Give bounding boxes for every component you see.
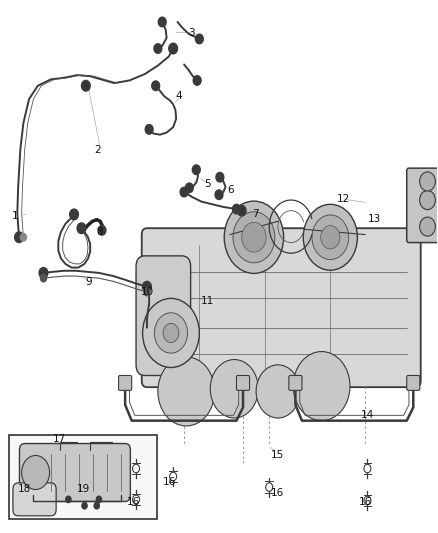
Circle shape — [154, 44, 162, 53]
Circle shape — [180, 187, 188, 197]
Text: 6: 6 — [228, 185, 234, 196]
FancyBboxPatch shape — [19, 443, 131, 502]
Circle shape — [77, 223, 86, 233]
Text: 9: 9 — [86, 278, 92, 287]
Text: 14: 14 — [361, 410, 374, 421]
Circle shape — [364, 496, 371, 505]
Text: 10: 10 — [141, 287, 154, 297]
Text: 15: 15 — [271, 450, 284, 460]
Circle shape — [81, 80, 90, 91]
FancyBboxPatch shape — [142, 228, 421, 387]
Circle shape — [239, 207, 245, 214]
Circle shape — [20, 233, 26, 241]
Circle shape — [70, 209, 78, 220]
Circle shape — [237, 205, 246, 216]
Circle shape — [193, 76, 201, 85]
Circle shape — [96, 496, 102, 503]
Circle shape — [94, 503, 99, 509]
Circle shape — [169, 43, 177, 54]
Circle shape — [224, 201, 284, 273]
Circle shape — [216, 172, 224, 182]
Text: 8: 8 — [96, 227, 102, 237]
Bar — [9, 435, 157, 519]
Text: 3: 3 — [188, 28, 195, 38]
Circle shape — [82, 503, 87, 509]
Circle shape — [154, 313, 187, 353]
Circle shape — [83, 82, 89, 90]
Circle shape — [143, 281, 151, 292]
FancyBboxPatch shape — [289, 375, 302, 390]
Circle shape — [144, 288, 150, 296]
Text: 16: 16 — [127, 497, 140, 507]
Circle shape — [364, 464, 371, 473]
Text: 2: 2 — [95, 144, 101, 155]
Circle shape — [158, 357, 215, 426]
FancyBboxPatch shape — [136, 256, 191, 375]
Circle shape — [242, 222, 266, 252]
Text: 17: 17 — [53, 434, 66, 445]
Circle shape — [195, 34, 203, 44]
Text: 7: 7 — [252, 209, 258, 220]
Text: 1: 1 — [12, 211, 18, 221]
FancyBboxPatch shape — [407, 168, 438, 243]
Circle shape — [312, 215, 349, 260]
Text: 12: 12 — [337, 194, 350, 204]
Circle shape — [143, 298, 199, 368]
Circle shape — [303, 204, 357, 270]
Circle shape — [210, 360, 258, 418]
Circle shape — [420, 172, 435, 191]
FancyBboxPatch shape — [407, 375, 420, 390]
Circle shape — [39, 268, 48, 278]
Circle shape — [21, 456, 49, 489]
FancyBboxPatch shape — [237, 375, 250, 390]
Text: 11: 11 — [201, 296, 214, 306]
Circle shape — [233, 212, 275, 263]
Circle shape — [215, 190, 223, 199]
Text: 13: 13 — [367, 214, 381, 224]
Text: 16: 16 — [163, 477, 177, 487]
Text: 5: 5 — [204, 179, 210, 189]
Circle shape — [256, 365, 300, 418]
Text: 18: 18 — [18, 484, 32, 494]
Circle shape — [185, 183, 193, 192]
Circle shape — [133, 495, 140, 504]
Circle shape — [133, 464, 140, 473]
Text: 16: 16 — [271, 489, 284, 498]
Circle shape — [170, 472, 177, 481]
Circle shape — [293, 352, 350, 421]
Circle shape — [40, 274, 46, 282]
Circle shape — [266, 483, 273, 491]
Circle shape — [420, 217, 435, 236]
Circle shape — [145, 125, 153, 134]
Circle shape — [192, 165, 200, 174]
Text: 16: 16 — [359, 497, 372, 507]
Text: 19: 19 — [77, 484, 90, 494]
Circle shape — [420, 190, 435, 209]
Circle shape — [98, 225, 106, 235]
Text: 4: 4 — [175, 91, 182, 101]
Circle shape — [321, 225, 340, 249]
FancyBboxPatch shape — [119, 375, 132, 390]
FancyBboxPatch shape — [13, 483, 56, 516]
Circle shape — [14, 232, 23, 243]
Circle shape — [163, 324, 179, 343]
Circle shape — [158, 17, 166, 27]
Circle shape — [66, 496, 71, 503]
Circle shape — [233, 204, 240, 214]
Circle shape — [152, 81, 159, 91]
